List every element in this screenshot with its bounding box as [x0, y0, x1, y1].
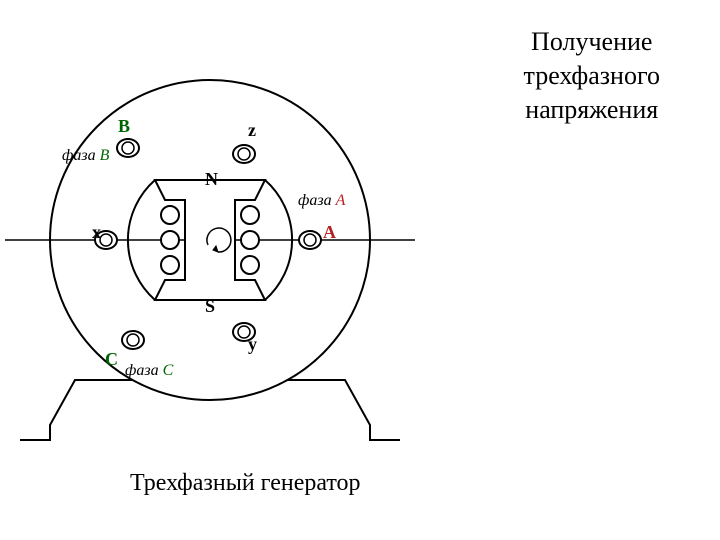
svg-text:y: y [248, 334, 257, 354]
svg-text:N: N [205, 169, 218, 189]
svg-text:A: A [323, 222, 336, 242]
svg-text:фаза B: фаза B [62, 147, 110, 164]
diagram-caption: Трехфазный генератор [130, 470, 361, 497]
svg-text:фаза C: фаза C [125, 362, 174, 379]
generator-diagram: Bz Ax Cy N Sфаза B фаза A фаза C [0, 40, 440, 480]
svg-text:S: S [205, 296, 215, 316]
title-line-2: трехфазного [524, 59, 660, 93]
svg-text:C: C [105, 349, 118, 369]
svg-text:x: x [92, 222, 101, 242]
title-line-3: напряжения [524, 93, 660, 127]
svg-text:фаза A: фаза A [298, 192, 346, 209]
page-title: Получение трехфазного напряжения [524, 25, 660, 126]
svg-text:z: z [248, 120, 256, 140]
svg-text:B: B [118, 116, 130, 136]
title-line-1: Получение [524, 25, 660, 59]
